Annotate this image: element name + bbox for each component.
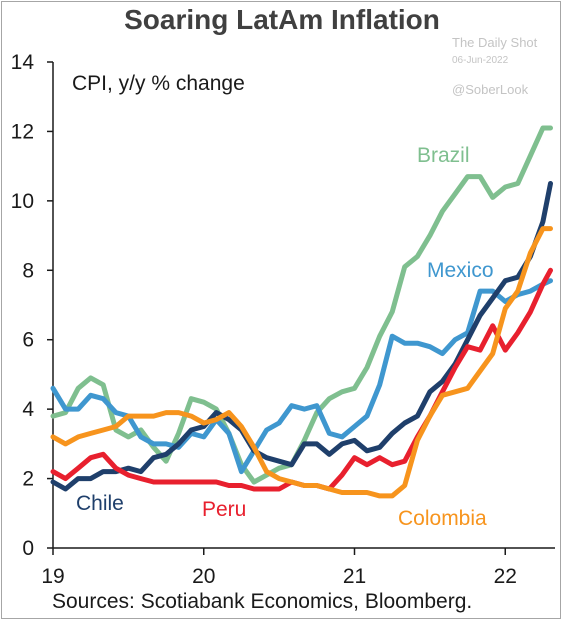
chart-title: Soaring LatAm Inflation <box>124 4 440 35</box>
watermark-date: 06-Jun-2022 <box>452 55 509 66</box>
series-label-brazil: Brazil <box>417 144 470 167</box>
series-label-chile: Chile <box>76 492 124 515</box>
source-note: Sources: Scotiabank Economics, Bloomberg… <box>52 590 473 613</box>
y-tick-label: 12 <box>11 120 34 143</box>
y-tick-label: 10 <box>11 190 34 213</box>
x-tick-label: 20 <box>192 565 215 588</box>
y-tick-label: 2 <box>22 468 34 491</box>
series-line-chile <box>50 181 553 492</box>
axes: 0 2 4 6 8 10 12 14 19 20 21 22 <box>11 51 555 588</box>
series-label-peru: Peru <box>202 498 246 521</box>
y-tick-label: 8 <box>22 259 34 282</box>
y-tick-label: 6 <box>22 329 34 352</box>
x-tick-label: 19 <box>41 565 64 588</box>
watermark-handle: @SoberLook <box>452 82 529 97</box>
y-tick-label: 4 <box>22 398 34 421</box>
series-line-mexico <box>50 278 553 475</box>
y-tick-label: 0 <box>22 537 34 560</box>
x-tick-label: 21 <box>343 565 366 588</box>
series-label-mexico: Mexico <box>427 259 494 282</box>
y-axis-label: CPI, y/y % change <box>72 72 245 95</box>
series-labels: Brazil Mexico Chile Peru Colombia <box>76 144 494 530</box>
series-label-colombia: Colombia <box>398 507 487 530</box>
x-tick-label: 22 <box>494 565 517 588</box>
series-line-colombia <box>50 226 553 499</box>
watermark-brand: The Daily Shot <box>452 35 538 50</box>
series-lines <box>50 125 553 499</box>
y-tick-label: 14 <box>11 51 35 74</box>
